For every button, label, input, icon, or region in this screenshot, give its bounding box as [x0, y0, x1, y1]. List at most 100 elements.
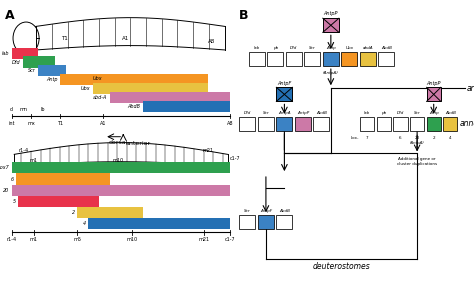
Text: Lox7: Lox7: [0, 165, 9, 171]
Bar: [323, 52, 339, 66]
Text: Scr: Scr: [414, 111, 420, 115]
Text: lab: lab: [2, 51, 9, 56]
Text: Dfd: Dfd: [397, 111, 404, 115]
Text: T1: T1: [57, 121, 63, 126]
Text: A1: A1: [100, 121, 107, 126]
Text: m10: m10: [113, 158, 124, 163]
Text: m1: m1: [30, 237, 37, 242]
Bar: [377, 117, 391, 131]
Bar: [249, 52, 265, 66]
Bar: [258, 215, 274, 229]
Text: annelids: annelids: [459, 119, 474, 128]
Text: m10: m10: [126, 237, 137, 242]
Bar: [60, 74, 208, 85]
Bar: [12, 185, 230, 196]
Bar: [443, 117, 457, 131]
Text: A8: A8: [209, 39, 216, 44]
Text: mn: mn: [20, 107, 28, 112]
Text: A1: A1: [122, 36, 129, 41]
Bar: [38, 65, 66, 76]
Text: Scr: Scr: [244, 209, 251, 213]
Text: arthropods: arthropods: [467, 84, 474, 93]
Bar: [286, 52, 302, 66]
Bar: [12, 48, 38, 59]
Text: AntpP: AntpP: [324, 11, 338, 16]
Text: dorsal: dorsal: [109, 140, 128, 145]
Bar: [143, 101, 230, 112]
Text: AntpA: AntpA: [278, 111, 291, 115]
Text: 20: 20: [414, 136, 420, 140]
Text: AntpP: AntpP: [427, 81, 441, 86]
Text: 20: 20: [3, 188, 9, 193]
Text: pb: pb: [381, 111, 387, 115]
Text: m21: m21: [198, 237, 210, 242]
Text: A8: A8: [227, 121, 233, 126]
Text: c1-7: c1-7: [225, 237, 235, 242]
Bar: [393, 117, 408, 131]
Text: 2: 2: [72, 210, 75, 215]
Text: r1-4: r1-4: [18, 148, 29, 153]
Text: Additional gene or
cluster duplications: Additional gene or cluster duplications: [397, 157, 437, 166]
Bar: [239, 117, 255, 131]
Bar: [267, 52, 283, 66]
Text: r1-4: r1-4: [7, 237, 17, 242]
Text: B: B: [239, 9, 249, 22]
Text: Dfd: Dfd: [244, 111, 251, 115]
Text: cl: cl: [10, 107, 14, 112]
Text: AbdB: AbdB: [316, 111, 327, 115]
Text: m5: m5: [73, 237, 81, 242]
Text: AntpF: AntpF: [277, 81, 292, 86]
Text: 6: 6: [11, 176, 14, 182]
Text: 6: 6: [399, 136, 402, 140]
Text: AntpF: AntpF: [260, 209, 272, 213]
Text: lab: lab: [254, 46, 260, 50]
Bar: [258, 117, 274, 131]
Text: pb: pb: [273, 46, 278, 50]
Bar: [360, 117, 374, 131]
Text: Dfd: Dfd: [290, 46, 298, 50]
Text: 4: 4: [82, 221, 86, 226]
Text: A: A: [5, 9, 14, 22]
Text: lab: lab: [364, 111, 371, 115]
Bar: [360, 52, 376, 66]
Bar: [88, 218, 230, 229]
Text: Scr: Scr: [263, 111, 269, 115]
Bar: [12, 162, 230, 173]
Text: T1: T1: [61, 36, 67, 41]
Bar: [378, 52, 394, 66]
Text: Ubx: Ubx: [81, 86, 90, 91]
Text: deuterostomes: deuterostomes: [313, 262, 370, 271]
Bar: [16, 173, 110, 185]
Bar: [427, 87, 441, 101]
Bar: [77, 207, 143, 218]
Text: anterior: anterior: [126, 141, 151, 146]
Text: 5: 5: [13, 199, 16, 204]
Text: Antp: Antp: [46, 77, 57, 82]
Text: Antp: Antp: [326, 46, 336, 50]
Bar: [295, 117, 311, 131]
Text: Ubx: Ubx: [345, 46, 354, 50]
Bar: [239, 215, 255, 229]
Text: 5: 5: [416, 146, 419, 151]
Text: 4: 4: [449, 136, 452, 140]
Text: Scr: Scr: [28, 68, 36, 74]
Text: Ubx: Ubx: [92, 76, 102, 81]
Text: mx: mx: [27, 121, 36, 126]
Text: (AntpA): (AntpA): [410, 141, 425, 146]
Text: lb: lb: [40, 107, 45, 112]
Text: 7: 7: [366, 136, 369, 140]
Bar: [427, 117, 441, 131]
Text: int: int: [9, 121, 15, 126]
Text: m21: m21: [203, 148, 214, 153]
Bar: [304, 52, 320, 66]
Bar: [276, 215, 292, 229]
Text: 2: 2: [432, 136, 435, 140]
Text: AbdB: AbdB: [381, 46, 392, 50]
Text: Lox-: Lox-: [351, 136, 359, 140]
Bar: [23, 56, 55, 68]
Text: AbdB: AbdB: [279, 209, 290, 213]
Text: AbdB: AbdB: [128, 103, 140, 109]
Bar: [18, 196, 99, 207]
Text: AbdB: AbdB: [445, 111, 456, 115]
Text: abd-A: abd-A: [93, 95, 108, 100]
